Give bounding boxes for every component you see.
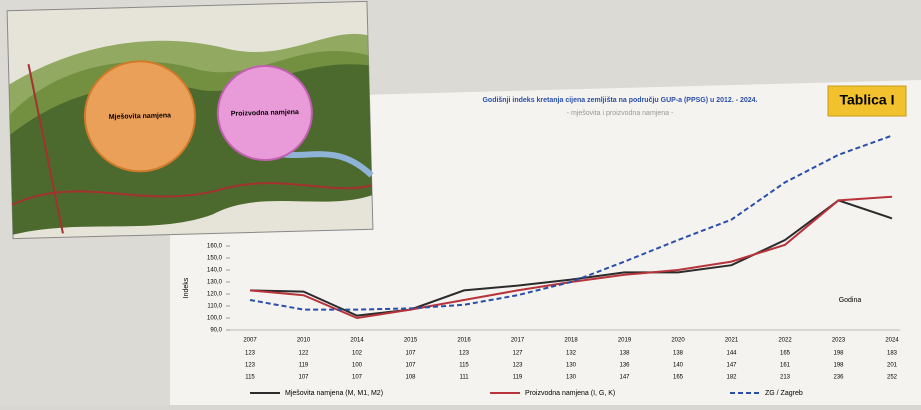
y-tick-label: 100,0 bbox=[207, 316, 223, 322]
table-value: 100 bbox=[352, 363, 363, 369]
map-road bbox=[11, 182, 373, 206]
y-tick-label: 130,0 bbox=[207, 280, 223, 286]
table-value: 107 bbox=[352, 375, 363, 381]
zone-label: Mješovita namjena bbox=[109, 112, 172, 121]
series-line bbox=[249, 134, 893, 311]
table-value: 136 bbox=[619, 363, 630, 369]
table-value: 147 bbox=[619, 375, 630, 381]
table-value: 108 bbox=[405, 375, 416, 381]
badge-box bbox=[827, 85, 907, 117]
x-tick-label: 2022 bbox=[778, 338, 792, 344]
table-value: 201 bbox=[887, 363, 898, 369]
zone-circle bbox=[83, 60, 196, 173]
x-tick-label: 2015 bbox=[404, 338, 418, 344]
map-area bbox=[9, 34, 369, 135]
table-value: 115 bbox=[245, 375, 255, 381]
y-axis-label: Indeks bbox=[183, 277, 190, 298]
table-value: 111 bbox=[459, 375, 469, 381]
badge: Tablica I bbox=[840, 92, 895, 108]
x-tick-label: 2016 bbox=[457, 338, 471, 344]
table-value: 130 bbox=[566, 363, 577, 369]
chart-subtitle: - mješovita i proizvodna namjena - bbox=[567, 110, 674, 117]
y-tick-label: 110,0 bbox=[207, 304, 222, 310]
table-value: 119 bbox=[513, 375, 523, 381]
x-tick-label: 2023 bbox=[832, 338, 846, 344]
table-value: 127 bbox=[512, 351, 523, 357]
legend-label: Mješovita namjena (M, M1, M2) bbox=[285, 390, 383, 397]
map: Mješovita namjena Proizvodna namjena bbox=[6, 0, 374, 240]
y-tick-label: 140,0 bbox=[207, 268, 223, 274]
legend-label: ZG / Zagreb bbox=[765, 390, 803, 397]
table-value: 102 bbox=[352, 351, 363, 357]
table-value: 132 bbox=[566, 351, 577, 357]
x-tick-label: 2021 bbox=[725, 338, 739, 344]
table-value: 144 bbox=[726, 351, 737, 357]
table-value: 252 bbox=[887, 375, 898, 381]
map-road bbox=[27, 64, 64, 234]
y-tick-label: 120,0 bbox=[207, 292, 223, 298]
table-value: 107 bbox=[298, 375, 309, 381]
legend-label: Proizvodna namjena (I, G, K) bbox=[525, 390, 615, 397]
y-tick-label: 150,0 bbox=[207, 256, 223, 262]
table-value: 123 bbox=[245, 351, 256, 357]
table-value: 107 bbox=[405, 363, 416, 369]
table-value: 140 bbox=[673, 363, 684, 369]
x-tick-label: 2010 bbox=[297, 338, 311, 344]
table-value: 198 bbox=[833, 363, 844, 369]
x-tick-label: 2019 bbox=[618, 338, 632, 344]
table-value: 161 bbox=[780, 363, 791, 369]
y-tick-label: 160,0 bbox=[207, 244, 223, 250]
table-value: 198 bbox=[833, 351, 844, 357]
table-value: 165 bbox=[673, 375, 684, 381]
x-tick-label: 2020 bbox=[671, 338, 685, 344]
table-value: 213 bbox=[780, 375, 791, 381]
table-value: 107 bbox=[405, 351, 416, 357]
table-value: 122 bbox=[298, 351, 309, 357]
table-value: 123 bbox=[245, 363, 256, 369]
table-value: 183 bbox=[887, 351, 898, 357]
table-value: 138 bbox=[673, 351, 684, 357]
series-line bbox=[249, 199, 893, 317]
x-axis-label: Godina bbox=[839, 297, 862, 304]
table-value: 115 bbox=[459, 363, 469, 369]
table-value: 147 bbox=[726, 363, 737, 369]
x-tick-label: 2018 bbox=[564, 338, 578, 344]
zone-label: Proizvodna namjena bbox=[231, 109, 299, 118]
table-value: 119 bbox=[299, 363, 309, 369]
x-tick-label: 2024 bbox=[885, 338, 899, 344]
table-value: 130 bbox=[566, 375, 577, 381]
table-value: 165 bbox=[780, 351, 791, 357]
x-tick-label: 2007 bbox=[243, 338, 257, 344]
x-tick-label: 2014 bbox=[350, 338, 364, 344]
x-tick-label: 2017 bbox=[511, 338, 525, 344]
table-value: 138 bbox=[619, 351, 630, 357]
y-tick-label: 90,0 bbox=[210, 328, 222, 334]
table-value: 236 bbox=[833, 375, 844, 381]
table-value: 123 bbox=[459, 351, 470, 357]
table-value: 123 bbox=[512, 363, 523, 369]
zone-circle bbox=[216, 65, 313, 162]
chart-title: Godišnji indeks kretanja cijena zemljišt… bbox=[482, 97, 757, 104]
table-value: 182 bbox=[726, 375, 737, 381]
